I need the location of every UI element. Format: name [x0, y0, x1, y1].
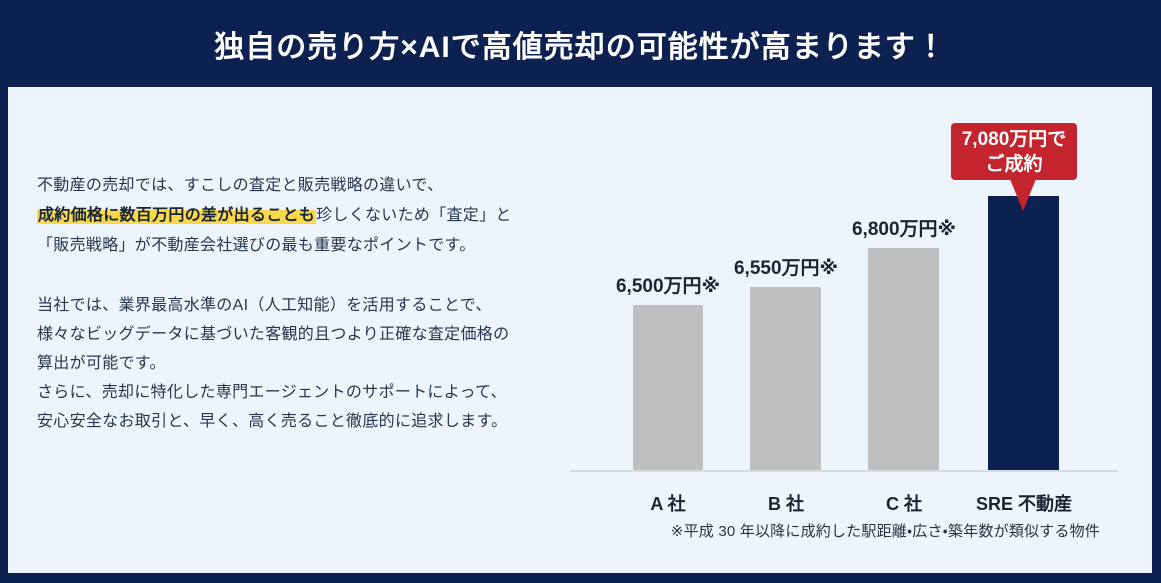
highlighted-claim: 成約価格に数百万円の差が出ることも [37, 207, 317, 224]
page-title: 独自の売り方×AIで高値売却の可能性が高まります！ [214, 30, 947, 64]
bar-value-label-a: 6,500万円※ [615, 276, 721, 297]
intro-paragraph-2: 当社では、業界最高水準のAI（人工知能）を活用することで、様々なビッグデータに基… [37, 291, 537, 436]
bar-company-b [750, 287, 821, 470]
intro-line-1: 不動産の売却では、すこしの査定と販売戦略の違いで、 [37, 177, 444, 194]
intro-line-6: 算出が可能です。 [37, 355, 166, 372]
bar-value-label-b: 6,550万円※ [733, 258, 839, 279]
callout-sold-text: ご成約 [985, 153, 1043, 175]
intro-line-2-rest: 珍しくないため「査定」と [316, 207, 512, 224]
x-axis-label-c: C 社 [886, 494, 922, 514]
chart-footnote: ※平成 30 年以降に成約した駅距離・広さ・築年数が類似する物件 [670, 523, 1100, 540]
x-axis-label-a: A 社 [650, 494, 686, 514]
callout-pointer-icon [1010, 179, 1036, 211]
intro-line-3: 「販売戦略」が不動産会社選びの最も重要なポイントです。 [37, 237, 476, 254]
callout-price: 7,080万円で [961, 128, 1067, 150]
bar-value-label-c: 6,800万円※ [851, 219, 957, 240]
x-axis-line [570, 470, 1118, 472]
bar-company-c [868, 248, 939, 470]
x-axis-label-sre: SRE 不動産 [975, 494, 1072, 514]
intro-line-5: 様々なビッグデータに基づいた客観的且つより正確な査定価格の [37, 326, 510, 343]
intro-line-7: さらに、売却に特化した専門エージェントのサポートによって、 [37, 384, 507, 401]
intro-line-8: 安心安全なお取引と、早く、高く売ること徹底的に追求します。 [37, 413, 508, 430]
bar-sre-fudosan [988, 196, 1059, 470]
x-axis-label-b: B 社 [768, 494, 804, 514]
intro-paragraph-1: 不動産の売却では、すこしの査定と販売戦略の違いで、 成約価格に数百万円の差が出るこ… [37, 171, 537, 261]
intro-line-4: 当社では、業界最高水準のAI（人工知能）を活用することで、 [37, 297, 492, 314]
header-banner: 独自の売り方×AIで高値売却の可能性が高まります！ [0, 0, 1161, 87]
bar-company-a [633, 305, 703, 470]
price-callout-bubble: 7,080万円で ご成約 [951, 123, 1077, 180]
content-panel: 不動産の売却では、すこしの査定と販売戦略の違いで、 成約価格に数百万円の差が出るこ… [8, 87, 1152, 573]
